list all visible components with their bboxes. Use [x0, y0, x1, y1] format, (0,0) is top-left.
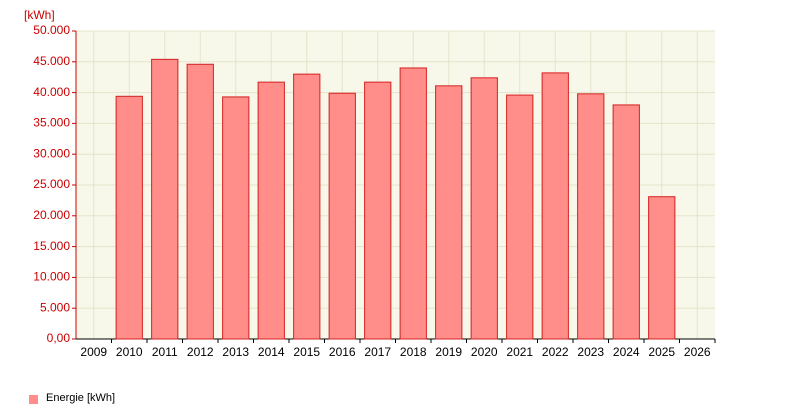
y-tick-label: 40.000: [33, 85, 70, 99]
x-tick-label: 2024: [613, 345, 640, 359]
bar: [435, 85, 463, 340]
bar: [506, 94, 534, 340]
bar: [222, 96, 250, 340]
y-tick-label: 15.000: [33, 239, 70, 253]
bar: [257, 81, 285, 340]
bar: [328, 92, 356, 340]
x-tick-label: 2022: [542, 345, 569, 359]
x-tick-label: 2021: [506, 345, 533, 359]
x-tick-label: 2026: [684, 345, 711, 359]
x-tick-label: 2017: [364, 345, 391, 359]
bar: [186, 63, 214, 340]
y-tick-label: 10.000: [33, 270, 70, 284]
x-tick-label: 2025: [648, 345, 675, 359]
x-tick-label: 2019: [435, 345, 462, 359]
y-tick-label: 0,00: [47, 331, 71, 345]
y-tick-label: 30.000: [33, 146, 70, 160]
x-tick-label: 2010: [116, 345, 143, 359]
bar: [151, 58, 179, 340]
y-tick-label: 45.000: [33, 54, 70, 68]
legend-swatch: [29, 395, 38, 404]
bar: [648, 196, 676, 340]
bar: [577, 93, 605, 340]
x-tick-label: 2016: [329, 345, 356, 359]
bar: [115, 95, 143, 340]
bar: [470, 77, 498, 340]
x-tick-label: 2011: [152, 345, 178, 359]
x-tick-label: 2020: [471, 345, 498, 359]
x-tick-label: 2018: [400, 345, 427, 359]
y-tick-label: 20.000: [33, 208, 70, 222]
bar: [293, 73, 321, 340]
bar: [541, 72, 569, 340]
y-tick-label: 25.000: [33, 177, 70, 191]
x-tick-label: 2009: [80, 345, 107, 359]
y-tick-label: 50.000: [33, 23, 70, 37]
y-tick-label: 35.000: [33, 116, 70, 130]
y-tick-label: 5.000: [40, 300, 70, 314]
bar: [364, 81, 392, 340]
legend-label: Energie [kWh]: [46, 392, 115, 404]
x-tick-label: 2012: [187, 345, 214, 359]
y-unit-label: [kWh]: [24, 8, 55, 22]
x-tick-label: 2013: [222, 345, 249, 359]
bar: [612, 104, 640, 340]
bar: [399, 67, 427, 340]
x-tick-label: 2014: [258, 345, 285, 359]
x-tick-label: 2015: [293, 345, 320, 359]
x-tick-label: 2023: [577, 345, 604, 359]
